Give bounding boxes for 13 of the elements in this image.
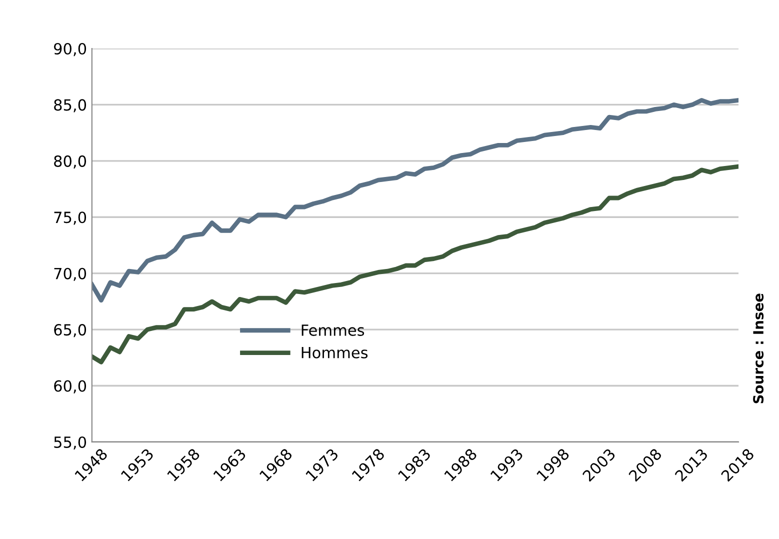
legend-label: Femmes [302,324,364,336]
source-note: Source : Insee [753,294,764,404]
legend-label: Hommes [302,347,368,358]
y-tick-label: 60,0 [54,380,86,394]
y-tick-label: 55,0 [54,436,86,450]
y-tick-label: 70,0 [54,268,86,281]
y-tick-label: 80,0 [54,155,86,169]
y-tick-label: 65,0 [54,324,86,338]
line-series [92,98,738,303]
y-tick-label: 90,0 [54,42,86,56]
line-series [92,164,738,364]
y-tick-label: 85,0 [54,99,86,112]
y-tick-label: 75,0 [54,212,86,225]
